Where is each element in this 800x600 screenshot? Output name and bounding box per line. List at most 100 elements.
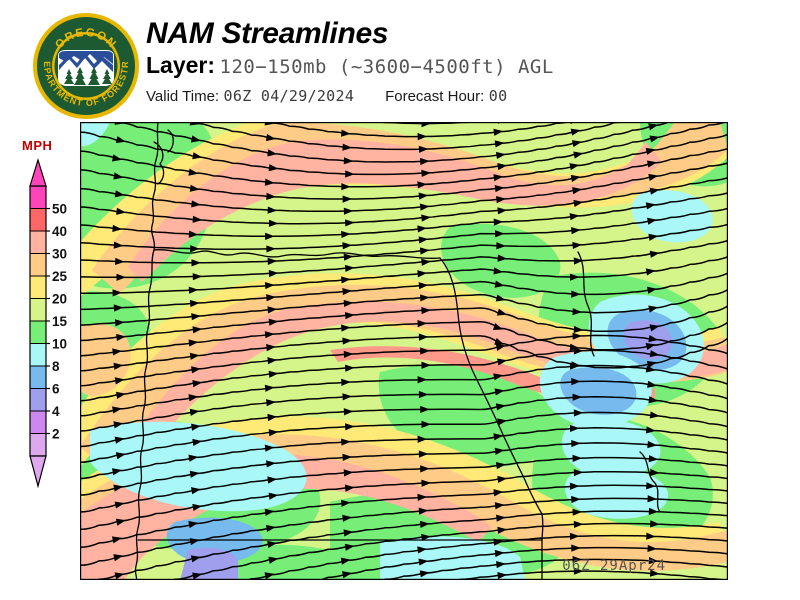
- streamline-arrowhead: [420, 294, 430, 302]
- streamline-arrowhead: [495, 230, 505, 238]
- forecast-hour-value: 00: [488, 87, 508, 105]
- streamline-arrowhead: [112, 406, 123, 414]
- streamline: [80, 470, 728, 531]
- streamline-arrowhead: [188, 520, 199, 529]
- colorbar-tick-label: 8: [52, 359, 60, 374]
- streamline: [80, 223, 728, 264]
- streamline-arrowhead: [189, 470, 200, 478]
- streamline-arrowhead: [342, 337, 353, 345]
- streamline-arrowhead: [645, 426, 656, 434]
- streamline-arrowhead: [188, 394, 199, 402]
- streamline-arrowhead: [265, 524, 276, 532]
- streamline-arrowhead: [116, 207, 126, 215]
- colorbar-tick-labels: 50 40 30 25 20 15 10 8 6 4 2: [46, 202, 68, 442]
- streamline-arrowhead: [267, 257, 278, 265]
- streamline: [80, 239, 728, 279]
- map-timestamp: 06Z 29Apr24: [562, 558, 666, 574]
- streamline-arrowhead: [570, 227, 581, 235]
- streamline-arrowhead: [418, 333, 429, 341]
- streamline: [80, 255, 728, 295]
- map-panel[interactable]: 06Z 29Apr24: [80, 122, 728, 580]
- streamline-arrowhead: [572, 241, 583, 250]
- streamline-arrowhead: [268, 370, 279, 378]
- streamline-arrowhead: [345, 423, 355, 431]
- streamline-arrowhead: [113, 172, 124, 180]
- streamline-arrowhead: [190, 555, 201, 563]
- streamline-arrowhead: [497, 207, 508, 215]
- streamline: [80, 272, 728, 311]
- streamline-arrowhead: [497, 418, 508, 426]
- streamline: [115, 122, 671, 163]
- streamline-arrowhead: [191, 423, 201, 431]
- streamline-arrowhead: [572, 556, 583, 564]
- streamline-arrowhead: [646, 361, 657, 369]
- streamline-arrowhead: [115, 136, 126, 144]
- colorbar-tick-label: 10: [52, 337, 67, 352]
- streamline-arrowhead: [112, 224, 123, 232]
- streamline-map[interactable]: [80, 122, 728, 580]
- streamline-arrowhead: [264, 508, 275, 516]
- streamline-arrowhead: [573, 151, 584, 159]
- streamline-arrowhead: [192, 380, 203, 388]
- colorbar-tick-label: 50: [52, 202, 67, 217]
- streamline-arrowhead: [113, 421, 124, 429]
- colorbar-bands: [29, 185, 47, 457]
- streamline: [80, 442, 728, 496]
- state-border: [153, 249, 441, 260]
- streamline-arrowhead: [113, 241, 124, 249]
- streamline-arrowhead: [419, 570, 430, 578]
- colorbar-band: [30, 321, 46, 344]
- streamline-arrowhead: [648, 173, 659, 181]
- streamline-arrowhead: [417, 225, 428, 233]
- streamline-arrowhead: [573, 325, 584, 334]
- streamline-arrowhead: [191, 313, 201, 321]
- streamline-arrowhead: [645, 343, 656, 351]
- streamline: [80, 395, 728, 448]
- streamline-arrowhead: [497, 526, 508, 534]
- page-title: NAM Streamlines: [146, 17, 389, 50]
- colorbar-band: [30, 208, 46, 232]
- streamline-arrowhead: [264, 572, 275, 580]
- streamline-arrowhead: [188, 230, 199, 238]
- colorbar-tick-label: 15: [52, 314, 68, 329]
- streamline-arrowhead: [648, 557, 659, 565]
- streamline-arrowhead: [341, 324, 351, 332]
- streamline-arrowhead: [569, 273, 580, 281]
- streamline-arrowhead: [492, 323, 504, 331]
- streamline-arrowhead: [573, 409, 584, 417]
- streamline-arrowhead: [649, 350, 660, 358]
- streamline-arrowhead: [114, 319, 125, 327]
- state-border: [577, 251, 595, 357]
- streamline-arrowhead: [266, 344, 276, 352]
- streamline-arrowhead: [116, 273, 126, 281]
- streamline-arrowhead: [189, 299, 200, 308]
- colorbar-tick-label: 2: [52, 427, 60, 442]
- colorbar-tick-label: 4: [52, 404, 60, 419]
- streamline-arrowhead: [571, 290, 581, 298]
- streamline-arrowhead: [417, 133, 428, 141]
- streamline-arrowhead: [112, 289, 123, 297]
- streamline-arrowhead: [190, 245, 200, 253]
- streamline: [80, 133, 728, 188]
- oregon-dept-forestry-logo: OREGON DEPARTMENT OF FORESTRY: [28, 4, 140, 120]
- streamline-arrowhead: [265, 232, 275, 240]
- layer-value: 120−150mb (~3600−4500ft) AGL: [219, 56, 554, 78]
- streamline-arrowhead: [264, 384, 275, 392]
- streamline-arrowhead: [493, 267, 504, 275]
- streamline-arrowhead: [266, 460, 276, 468]
- streamline: [171, 522, 728, 580]
- streamline-arrowhead: [115, 391, 126, 399]
- streamline-arrowhead: [418, 145, 429, 153]
- colorbar-legend: MPH 50 40 30 25 20 15 10 8 6 4 2: [8, 138, 78, 518]
- state-border: [439, 257, 543, 515]
- fill-contour-cyan: [110, 447, 256, 503]
- streamline-arrowhead: [647, 217, 658, 225]
- streamline: [369, 122, 480, 125]
- streamline-arrowhead: [418, 282, 429, 290]
- streamline-arrowhead: [571, 495, 581, 504]
- streamline-arrowhead: [649, 187, 660, 195]
- fill-contour-blue: [560, 367, 637, 415]
- streamline-arrowhead: [570, 174, 581, 183]
- streamline-arrowhead: [571, 140, 583, 148]
- streamline-arrowhead: [649, 324, 660, 332]
